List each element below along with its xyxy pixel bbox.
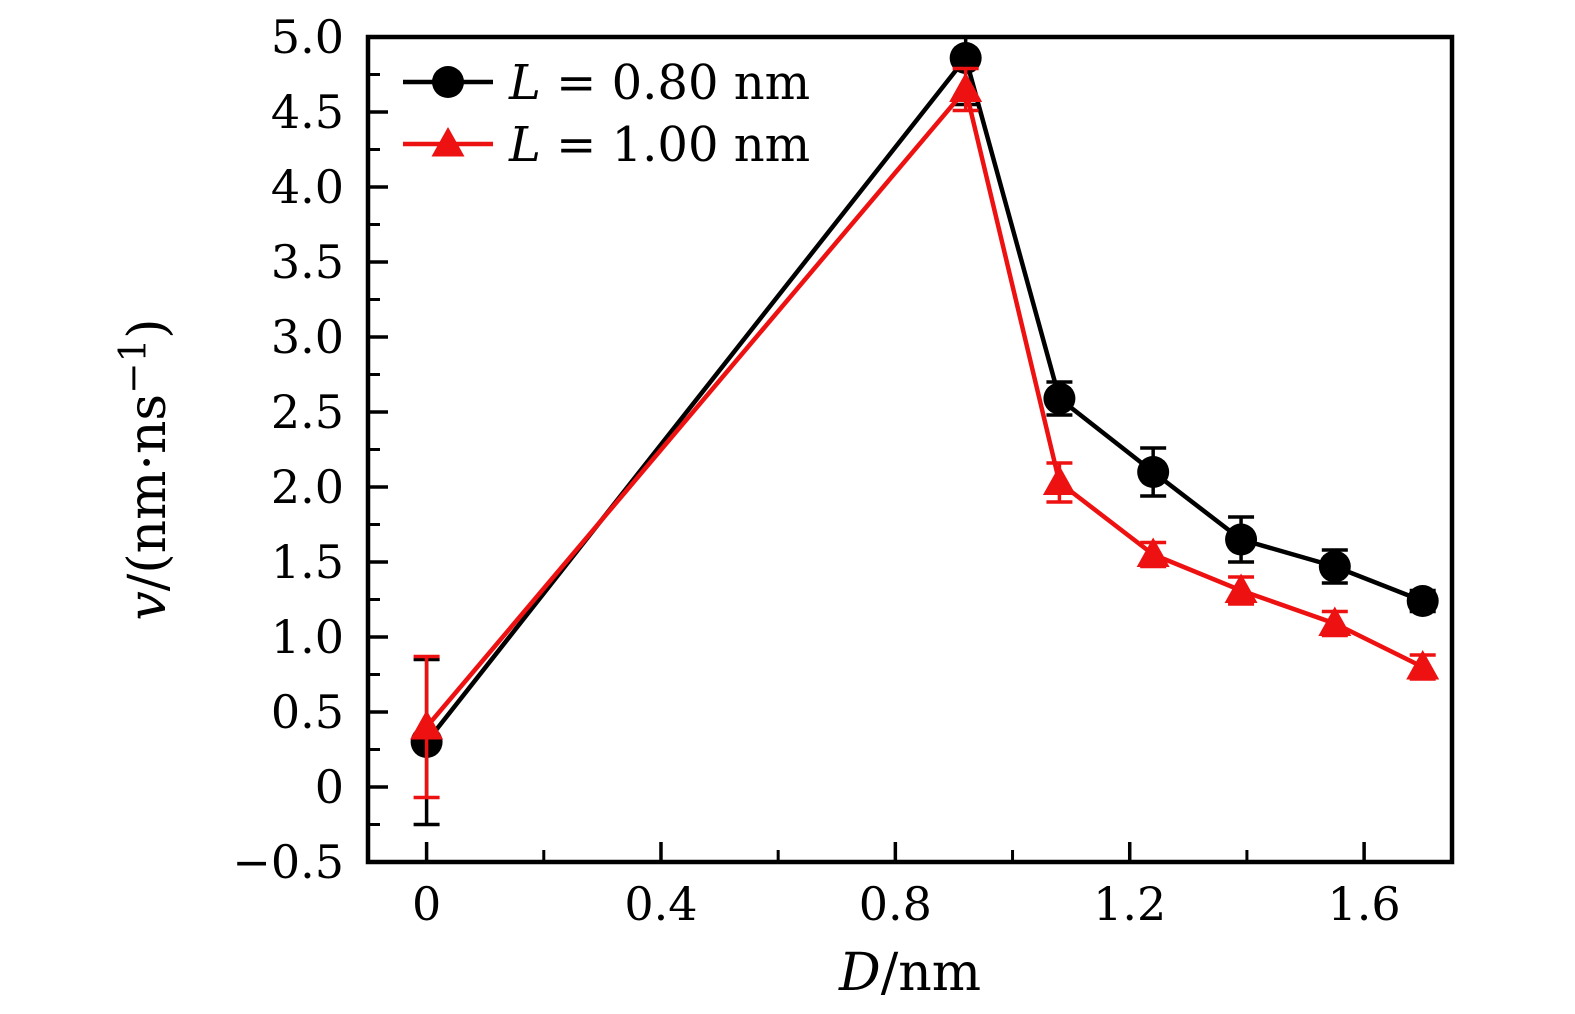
x-tick-label: 1.6	[1328, 877, 1401, 931]
y-tick-label: 2.0	[271, 460, 344, 514]
x-tick-label: 0	[412, 877, 441, 931]
circle-marker	[1318, 550, 1351, 583]
triangle-marker	[1318, 606, 1352, 636]
y-axis-label: v/(nm·ns−1)	[110, 318, 178, 620]
legend-triangle-marker	[431, 127, 465, 157]
y-tick-label: 3.5	[271, 235, 344, 289]
x-axis-label-segment: /nm	[881, 943, 981, 1003]
y-tick-label: 0	[315, 760, 344, 814]
y-tick-label: 1.5	[271, 535, 344, 589]
triangle-marker	[1042, 465, 1076, 495]
triangle-marker	[949, 72, 983, 102]
legend-item-label-segment: L	[508, 117, 541, 173]
y-tick-label: 0.5	[271, 685, 344, 739]
x-tick-label: 1.2	[1093, 877, 1166, 931]
y-tick-label: 3.0	[271, 310, 344, 364]
y-tick-label: 5.0	[271, 10, 344, 64]
x-tick-label: 0.4	[624, 877, 697, 931]
y-axis-label-segment: −1	[110, 339, 154, 394]
triangle-marker	[410, 710, 444, 740]
plot-frame	[365, 34, 1455, 865]
triangle-marker	[1136, 537, 1170, 567]
y-tick-label: 1.0	[271, 610, 344, 664]
triangle-marker	[1224, 573, 1258, 603]
y-axis-label-segment: v	[118, 591, 178, 620]
circle-marker	[1043, 382, 1076, 415]
y-tick-label: 4.0	[271, 160, 344, 214]
legend-circle-marker	[432, 66, 464, 98]
circle-marker	[949, 42, 982, 74]
legend-item-label-segment: = 1.00 nm	[541, 117, 810, 173]
y-axis-label-segment: /(nm·ns	[118, 394, 178, 591]
x-tick-label: 0.8	[859, 877, 932, 931]
y-tick-label: 4.5	[271, 85, 344, 139]
series-line-L100	[424, 84, 1424, 729]
y-tick-label: −0.5	[232, 835, 344, 889]
legend-item-label: L = 1.00 nm	[508, 117, 810, 173]
y-axis-label-segment: )	[118, 318, 178, 338]
y-tick-label: 2.5	[271, 385, 344, 439]
legend-item-label-segment: = 0.80 nm	[541, 55, 810, 111]
x-axis-label-segment: D	[838, 943, 881, 1003]
circle-marker	[1225, 523, 1258, 556]
triangle-marker	[1406, 650, 1440, 680]
legend-item-label: L = 0.80 nm	[508, 55, 810, 111]
circle-marker	[1406, 585, 1439, 617]
x-axis-label: D/nm	[838, 943, 981, 1003]
circle-marker	[1137, 456, 1170, 488]
legend-item-label-segment: L	[508, 55, 541, 111]
